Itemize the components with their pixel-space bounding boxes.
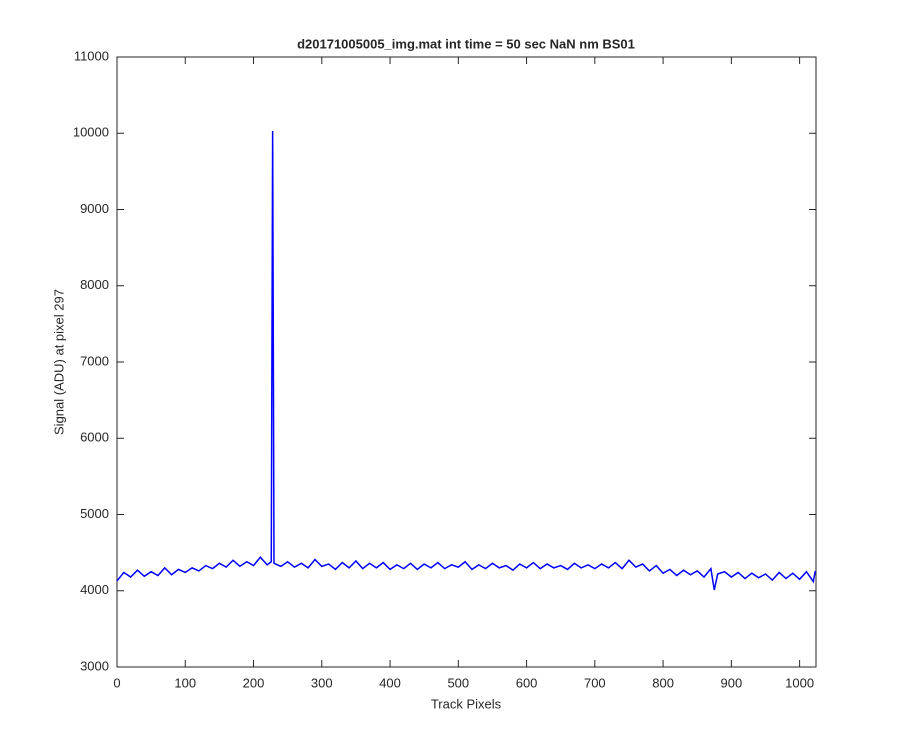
- x-tick-label: 100: [174, 675, 196, 690]
- y-tick-label: 11000: [74, 48, 109, 63]
- chart-title: d20171005005_img.mat int time = 50 sec N…: [297, 36, 635, 51]
- x-tick-label: 500: [447, 675, 469, 690]
- x-tick-label: 200: [243, 675, 265, 690]
- y-tick-label: 7000: [80, 353, 109, 368]
- x-tick-label: 400: [379, 675, 401, 690]
- y-axis-label: Signal (ADU) at pixel 297: [51, 289, 66, 435]
- x-tick-label: 1000: [785, 675, 814, 690]
- x-tick-label: 300: [311, 675, 333, 690]
- x-tick-label: 600: [516, 675, 538, 690]
- x-tick-label: 700: [584, 675, 606, 690]
- y-tick-label: 5000: [80, 506, 109, 521]
- x-axis-label: Track Pixels: [431, 696, 502, 711]
- y-tick-label: 8000: [80, 277, 109, 292]
- y-tick-label: 6000: [80, 430, 109, 445]
- x-tick-label: 800: [652, 675, 674, 690]
- y-tick-label: 10000: [73, 125, 109, 140]
- x-tick-label: 900: [721, 675, 743, 690]
- x-tick-label: 0: [113, 675, 120, 690]
- plot-frame: [116, 56, 817, 668]
- y-tick-label: 4000: [80, 582, 109, 597]
- y-tick-label: 9000: [80, 201, 109, 216]
- y-tick-label: 3000: [80, 658, 109, 673]
- data-line: [116, 130, 817, 591]
